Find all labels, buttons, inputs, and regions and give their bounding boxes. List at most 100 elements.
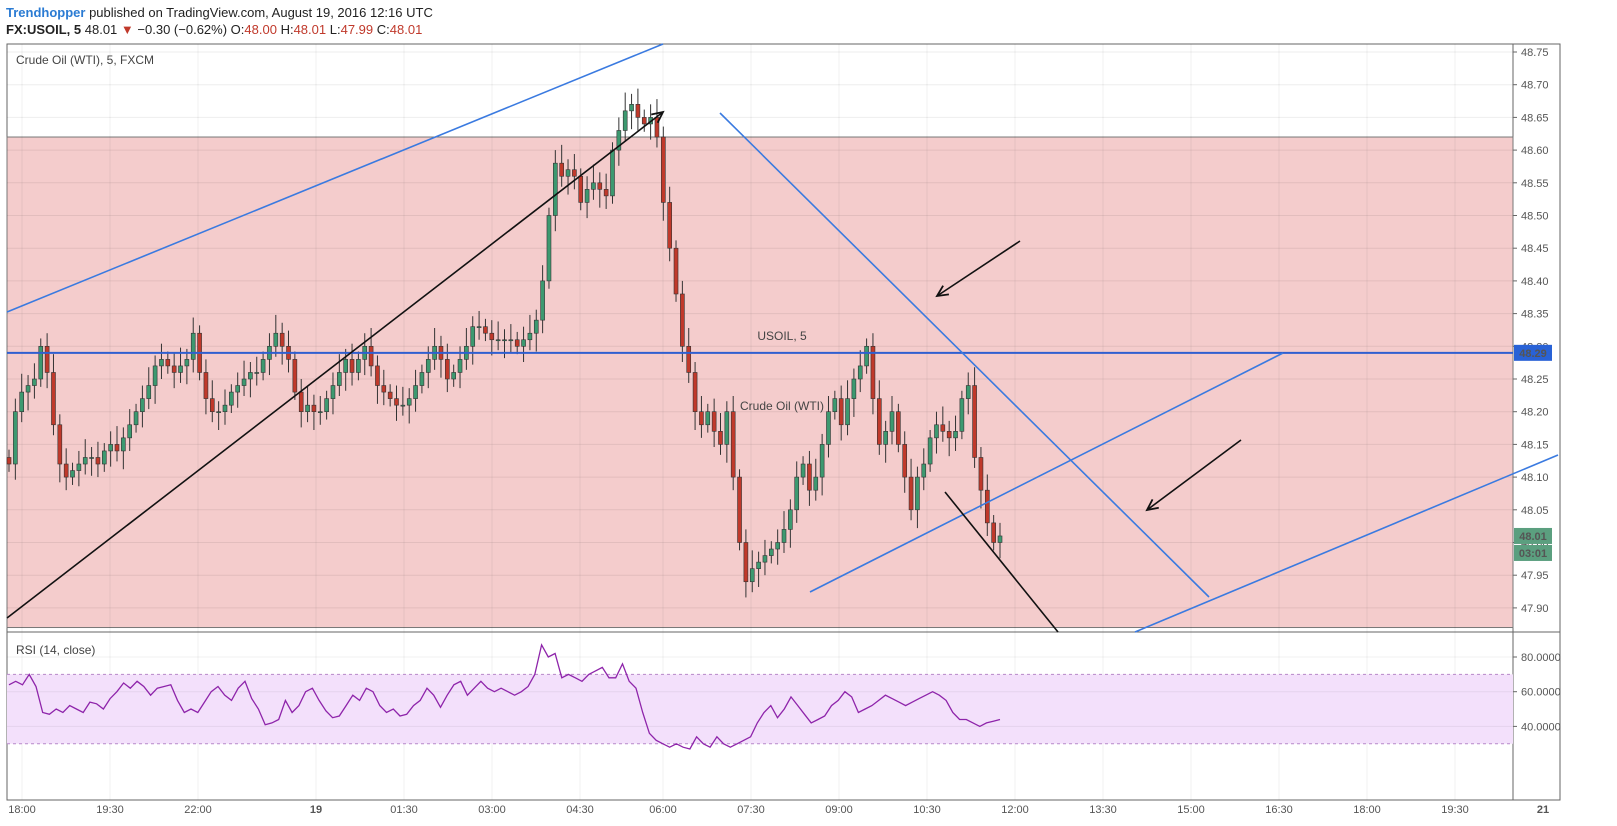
open-value: 48.00 [244, 22, 277, 37]
candle [864, 338, 869, 374]
candle [667, 186, 672, 262]
x-tick-label: 07:30 [737, 804, 765, 816]
candle [76, 450, 82, 487]
candle-body [222, 404, 228, 413]
candle-body [896, 411, 901, 445]
candle [19, 373, 25, 423]
candle-body [743, 542, 749, 583]
candle-body [70, 470, 75, 478]
candle [877, 380, 882, 455]
candle-body [559, 162, 564, 177]
candle [6, 449, 12, 472]
candle [546, 207, 552, 289]
candle [845, 380, 850, 436]
x-tick-label: 12:00 [1001, 804, 1029, 816]
y-tick-label: 47.90 [1521, 603, 1549, 615]
candle [108, 431, 113, 467]
candle-body [203, 372, 209, 399]
candle-body [972, 385, 977, 458]
candle [508, 324, 514, 353]
candle-body [857, 365, 863, 380]
candle-body [845, 398, 850, 426]
candle-body [235, 385, 240, 393]
candle-body [908, 476, 914, 511]
author-link[interactable]: Trendhopper [6, 5, 86, 20]
candle [521, 326, 526, 362]
candle [57, 414, 63, 483]
horizontal-level-badge-bg [1514, 344, 1552, 361]
candle [934, 411, 939, 454]
candle-body [425, 359, 431, 373]
candle [946, 420, 952, 457]
candle-body [305, 404, 310, 413]
last-price-badge-bg [1514, 527, 1552, 544]
candle-body [311, 404, 317, 413]
trendline [1134, 454, 1559, 633]
x-tick-label: 09:00 [825, 804, 853, 816]
candle [133, 403, 139, 433]
x-tick-label: 22:00 [184, 804, 212, 816]
candle [889, 396, 895, 445]
candle [756, 551, 761, 587]
candle [870, 333, 876, 415]
y-tick-label: 48.25 [1521, 374, 1549, 386]
x-tick-label: 04:30 [566, 804, 594, 816]
candle-body [597, 182, 603, 190]
candle-body [387, 391, 393, 399]
candle-body [413, 385, 418, 399]
candle-body [978, 457, 984, 491]
candle-body [838, 398, 844, 426]
x-tick-label: 03:00 [478, 804, 506, 816]
candle [190, 317, 196, 373]
trendline [719, 112, 1210, 598]
candle-body [76, 463, 82, 471]
candle-body [419, 372, 425, 386]
candle [883, 420, 888, 463]
annotation-arrow-head-icon [1145, 498, 1159, 512]
candle-body [635, 104, 641, 118]
candle-body [184, 359, 190, 367]
annotation-arrow [936, 240, 1021, 297]
candle [70, 462, 75, 485]
candle-body [229, 391, 234, 406]
candle [857, 350, 863, 393]
candle-body [984, 489, 990, 524]
candle [749, 550, 755, 593]
candle [819, 433, 825, 496]
candle [972, 367, 977, 468]
candle [572, 154, 577, 190]
candle [908, 458, 914, 521]
candle [591, 164, 596, 200]
candle-body [445, 359, 450, 380]
x-tick-label: 18:00 [1353, 804, 1381, 816]
candle-body [451, 372, 456, 380]
candle [489, 320, 495, 356]
candle-body [171, 365, 177, 373]
candle [51, 354, 56, 436]
publication-header: Trendhopper published on TradingView.com… [6, 3, 433, 22]
candle [476, 310, 482, 340]
candle-body [349, 359, 355, 373]
rsi-pane-title: RSI (14, close) [16, 643, 95, 657]
candle [419, 364, 425, 394]
candle-body [317, 411, 323, 414]
candle [788, 499, 793, 548]
y-tick-label: 48.10 [1521, 472, 1549, 484]
candle [273, 314, 279, 357]
candle [565, 159, 571, 195]
candle-body [565, 169, 571, 177]
candle-body [705, 411, 711, 426]
y-tick-label: 48.70 [1521, 80, 1549, 92]
candle-body [140, 398, 145, 412]
price-change: −0.30 (−0.62%) [137, 22, 228, 37]
candle-body [292, 359, 298, 393]
candle-body [495, 339, 501, 342]
candle [699, 396, 704, 438]
candle [349, 343, 355, 386]
last-price-badge: 48.01 [1519, 531, 1547, 543]
candle-body [44, 345, 50, 373]
candle-body [394, 398, 399, 406]
candle-body [622, 110, 628, 131]
y-tick-label: 48.45 [1521, 243, 1549, 255]
